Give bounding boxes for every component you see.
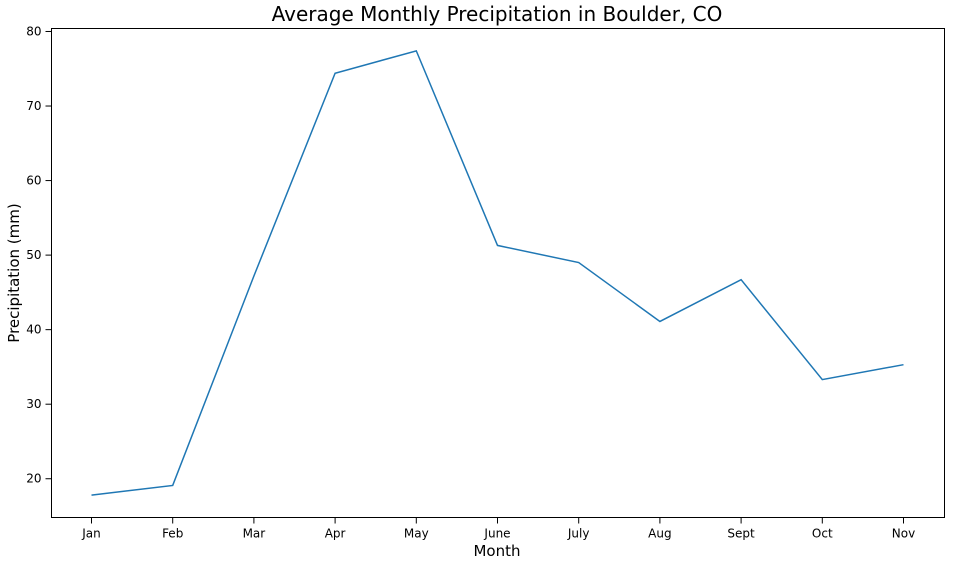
x-tick-label: July [567, 527, 590, 541]
y-tick-label: 50 [26, 248, 41, 262]
plot-area: Jan Feb Mar Apr May June July Aug Sept Oct Nov 20 3… [26, 24, 945, 541]
y-tick-label: 30 [26, 397, 41, 411]
x-tick-label: Apr [325, 527, 346, 541]
y-tick-label: 60 [26, 174, 41, 188]
y-tick-label: 20 [26, 472, 41, 486]
x-tick-label: June [483, 527, 510, 541]
x-tick-label: May [404, 527, 429, 541]
x-axis-label: Month [473, 542, 520, 560]
y-tick-label: 70 [26, 99, 41, 113]
chart-title: Average Monthly Precipitation in Boulder… [272, 2, 723, 26]
x-tick-label: Oct [812, 527, 833, 541]
y-axis-label: Precipitation (mm) [5, 203, 23, 342]
precipitation-line [91, 49, 904, 496]
x-tick-label: Aug [648, 527, 671, 541]
x-tick-label: Sept [727, 527, 755, 541]
x-tick-label: Jan [81, 527, 101, 541]
x-tick-label: Mar [243, 527, 266, 541]
y-axis: 20 30 40 50 60 70 80 [26, 24, 52, 486]
data-points [91, 50, 904, 496]
y-tick-label: 40 [26, 323, 41, 337]
x-tick-label: Nov [892, 527, 915, 541]
y-tick-label: 80 [26, 24, 41, 38]
x-axis: Jan Feb Mar Apr May June July Aug Sept Oct Nov [81, 517, 915, 541]
x-tick-label: Feb [162, 527, 183, 541]
plot-frame [51, 28, 945, 518]
